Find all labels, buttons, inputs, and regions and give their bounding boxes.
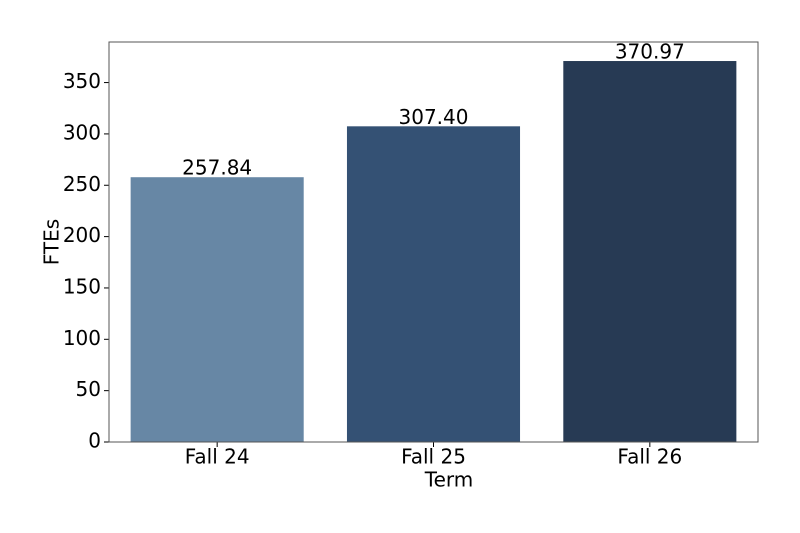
bar bbox=[130, 177, 304, 443]
y-tick-label: 200 bbox=[63, 223, 101, 247]
y-tick-label: 350 bbox=[63, 69, 101, 93]
y-tick-label: 50 bbox=[76, 377, 101, 401]
y-tick-label: 100 bbox=[63, 326, 101, 350]
plot-frame bbox=[108, 41, 759, 443]
x-axis-label: Term bbox=[424, 468, 473, 492]
x-tick-label: Fall 26 bbox=[617, 445, 682, 469]
bar bbox=[346, 126, 521, 442]
bar bbox=[563, 61, 737, 442]
value-label: 370.97 bbox=[615, 40, 685, 64]
x-tick-label: Fall 24 bbox=[185, 445, 250, 469]
value-label: 307.40 bbox=[399, 105, 469, 129]
value-label: 257.84 bbox=[182, 156, 252, 180]
y-axis-label: FTEs bbox=[40, 219, 64, 265]
y-tick-label: 300 bbox=[63, 120, 101, 144]
y-tick-label: 150 bbox=[63, 274, 101, 298]
y-tick-label: 0 bbox=[88, 429, 101, 453]
y-tick-label: 250 bbox=[63, 172, 101, 196]
x-tick-label: Fall 25 bbox=[401, 445, 466, 469]
